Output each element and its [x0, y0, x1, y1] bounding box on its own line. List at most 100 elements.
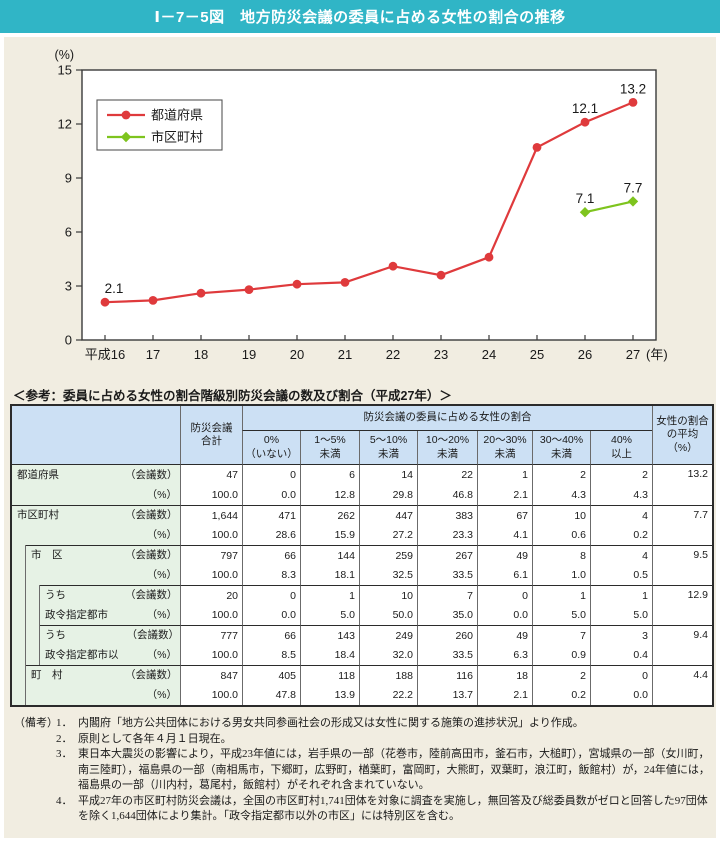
count-cell: 66: [242, 625, 300, 645]
percent-cell: 4.3: [590, 485, 653, 505]
count-cell: 66: [242, 545, 300, 565]
count-cell: 49: [477, 545, 532, 565]
percent-cell: 35.0: [417, 605, 477, 625]
group-divider: [26, 545, 180, 546]
series-line-diamond: [584, 200, 634, 214]
percent-cell: 18.1: [300, 565, 359, 585]
count-cell: 260: [417, 625, 477, 645]
note-item: 2． 原則として各年４月１日現在。: [14, 732, 710, 748]
row-unit-label: （%）: [146, 489, 177, 501]
percent-cell: 13.7: [417, 685, 477, 705]
x-tick-label: 17: [146, 347, 160, 362]
note-text: 東日本大震災の影響により，平成23年値には，岩手県の一部（花巻市，陸前高田市，釜…: [78, 748, 710, 791]
percent-cell: 2.1: [477, 485, 532, 505]
row-unit-label: （会議数）: [125, 549, 178, 561]
table-row: 100.0 8.3 18.1 32.5 33.5 6.1 1.0 0.5: [12, 565, 712, 585]
legend-label: 市区町村: [151, 130, 203, 145]
count-cell: 14: [359, 465, 417, 485]
count-cell: 0: [242, 585, 300, 605]
percent-cell: 100.0: [180, 645, 242, 665]
x-tick-label: 18: [194, 347, 208, 362]
header-range-5: 30～40% 未満: [532, 431, 590, 465]
row-label-wrap: うち政令指定都市以外（会議数）（%）: [12, 625, 180, 681]
percent-cell: 13.9: [300, 685, 359, 705]
data-point-circle: [484, 252, 494, 262]
row-label: 市 区 （会議数） （%）: [12, 545, 180, 585]
percent-cell: 46.8: [417, 485, 477, 505]
count-cell: 6: [300, 465, 359, 485]
percent-cell: 0.4: [590, 645, 653, 665]
percent-cell: 47.8: [242, 685, 300, 705]
note-item: （備考） 1． 内閣府「地方公共団体における男女共同参画社会の形成又は女性に関する施…: [14, 716, 710, 732]
header-range-line1: 1～5%: [314, 434, 346, 447]
data-point-diamond: [579, 207, 591, 218]
data-point-label: 12.1: [572, 101, 598, 116]
row-label: うち 政令指定都市 （会議数） （%）: [12, 585, 180, 625]
row-unit-labels: （会議数） （%）: [125, 545, 180, 585]
count-cell: 49: [477, 625, 532, 645]
note-prefix: （備考）: [14, 717, 58, 729]
percent-cell: 100.0: [180, 605, 242, 625]
count-cell: 447: [359, 505, 417, 525]
row-unit-labels: （会議数） （%）: [125, 505, 180, 545]
percent-cell: 100.0: [180, 565, 242, 585]
count-cell: 797: [180, 545, 242, 565]
indent-line: [25, 545, 26, 585]
count-cell: 2: [532, 465, 590, 485]
count-cell: 777: [180, 625, 242, 645]
figure-title: Ⅰ－7－5図 地方防災会議の委員に占める女性の割合の推移: [154, 9, 566, 26]
percent-cell: 8.5: [242, 645, 300, 665]
note-text: 平成27年の市区町村防災会議は，全国の市区町村1,741団体を対象に調査を実施し…: [78, 794, 708, 823]
indent-line: [39, 625, 40, 665]
row-unit-labels: （会議数） （%）: [125, 585, 180, 625]
table-row: 市 区 （会議数） （%） 797 66 144 259 267 49 8 4 9.5: [12, 545, 713, 585]
percent-cell: 6.3: [477, 645, 532, 665]
legend-box: [96, 99, 223, 151]
count-cell: 1: [300, 585, 359, 605]
table-row: 100.0 28.6 15.9 27.2 23.3 4.1 0.6 0.2: [12, 525, 712, 545]
count-cell: 7: [417, 585, 477, 605]
percent-cell: 22.2: [359, 685, 417, 705]
count-cell: 267: [417, 545, 477, 565]
header-range-line1: 30～40%: [539, 434, 584, 447]
note-text: 内閣府「地方公共団体における男女共同参画社会の形成又は女性に関する施策の進捗状況…: [78, 717, 584, 729]
figure-title-bar: Ⅰ－7－5図 地方防災会議の委員に占める女性の割合の推移: [0, 0, 720, 33]
count-cell: 18: [477, 665, 532, 685]
notes-block: （備考） 1． 内閣府「地方公共団体における男女共同参画社会の形成又は女性に関する施…: [14, 716, 710, 825]
row-label-text: うち: [45, 589, 66, 601]
table-caption: ＜参考：委員に占める女性の割合階級別防災会議の数及び割合（平成27年）＞: [13, 389, 452, 403]
average-cell: 12.9: [652, 585, 713, 625]
percent-cell: 0.0: [242, 605, 300, 625]
count-cell: 188: [359, 665, 417, 685]
count-cell: 2: [532, 665, 590, 685]
percent-cell: 100.0: [180, 525, 242, 545]
average-cell: 9.4: [652, 625, 713, 665]
percent-cell: 0.5: [590, 565, 653, 585]
percent-cell: 5.0: [532, 605, 590, 625]
row-label-wrap: うち 政令指定都市 （会議数） （%）: [12, 585, 180, 625]
header-total-line2: 合計: [201, 435, 222, 447]
count-cell: 20: [180, 585, 242, 605]
header-average-line1: 女性の割合: [656, 415, 709, 428]
header-average-line3: （%）: [667, 441, 698, 454]
average-cell: 13.2: [652, 465, 713, 505]
note-prefix: [14, 794, 56, 825]
data-point-circle: [292, 279, 302, 289]
note-number: 1．: [56, 717, 73, 729]
x-tick-label: 25: [530, 347, 544, 362]
data-point-label: 2.1: [105, 281, 124, 296]
row-unit-label: （会議数）: [125, 469, 178, 481]
row-unit-label: （会議数）: [125, 669, 178, 681]
header-range-line2: （いない）: [245, 447, 298, 460]
data-point-label: 7.1: [576, 191, 595, 206]
average-cell: 9.5: [652, 545, 713, 585]
table-row: 100.0 0.0 12.8 29.8 46.8 2.1 4.3 4.3: [12, 485, 712, 505]
count-cell: 7: [532, 625, 590, 645]
percent-cell: 0.9: [532, 645, 590, 665]
x-tick-label: 平成16: [85, 347, 125, 362]
row-label: 市区町村 （会議数） （%）: [12, 505, 180, 545]
y-axis-unit: (%): [55, 48, 74, 62]
percent-cell: 50.0: [359, 605, 417, 625]
row-unit-labels: （会議数） （%）: [127, 625, 180, 665]
group-divider: [40, 585, 180, 586]
